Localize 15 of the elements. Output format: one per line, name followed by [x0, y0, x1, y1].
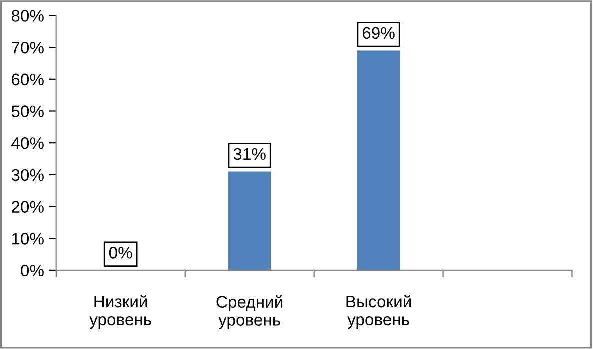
y-tick-label: 0% [21, 264, 44, 277]
x-tick-label: Средний уровень [216, 295, 283, 330]
x-tick-label: Высокий уровень [346, 295, 412, 329]
y-tick-label: 60% [12, 74, 44, 86]
x-tick-label: Низкий уровень [90, 295, 152, 329]
text: 69% [362, 27, 395, 40]
text: 31% [234, 148, 266, 160]
y-tick-label: 70% [12, 42, 44, 54]
y-tick-label: 10% [12, 233, 44, 245]
y-tick-label: 40% [12, 137, 44, 150]
y-tick-label: 20% [12, 201, 44, 213]
y-tick-label: 50% [12, 106, 44, 118]
y-tick-label: 80% [12, 10, 44, 22]
y-tick-label: 30% [12, 169, 44, 182]
text: 0% [109, 247, 132, 259]
